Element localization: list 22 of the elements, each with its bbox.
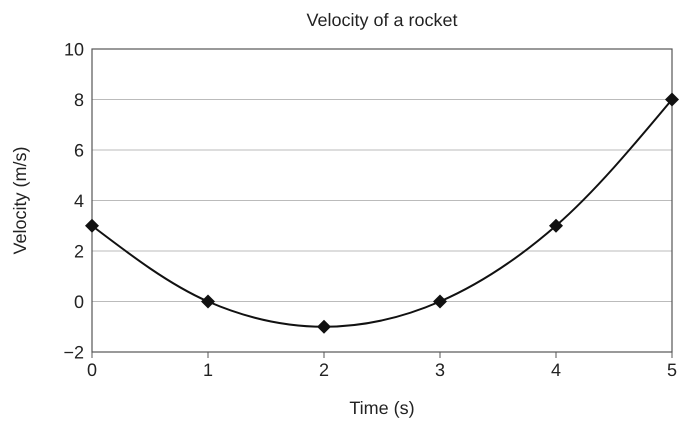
y-tick-label: 4 xyxy=(74,190,84,211)
x-tick-label: 1 xyxy=(202,360,214,380)
y-tick-label: 0 xyxy=(74,292,84,312)
y-tick-label: 2 xyxy=(74,241,84,262)
point xyxy=(549,218,563,233)
x-tick-label: 2 xyxy=(318,360,330,380)
y-tick-label: 10 xyxy=(64,39,84,60)
point xyxy=(317,320,331,334)
point xyxy=(201,294,215,308)
x-tick-label: 4 xyxy=(550,360,562,380)
x-tick-label: 0 xyxy=(86,360,98,380)
y-tick-label: 6 xyxy=(74,140,84,160)
y-tick-label: −2 xyxy=(63,342,84,362)
x-tick-label: 3 xyxy=(434,360,446,380)
x-tick-label: 5 xyxy=(666,360,678,380)
y-tick-label: 8 xyxy=(74,90,84,110)
point xyxy=(433,294,447,308)
chart-title: Velocity of a rocket xyxy=(306,10,458,30)
point xyxy=(665,92,679,106)
point xyxy=(85,218,99,233)
y-axis-title: Velocity (m/s) xyxy=(10,146,30,255)
x-axis-title: Time (s) xyxy=(349,398,415,418)
